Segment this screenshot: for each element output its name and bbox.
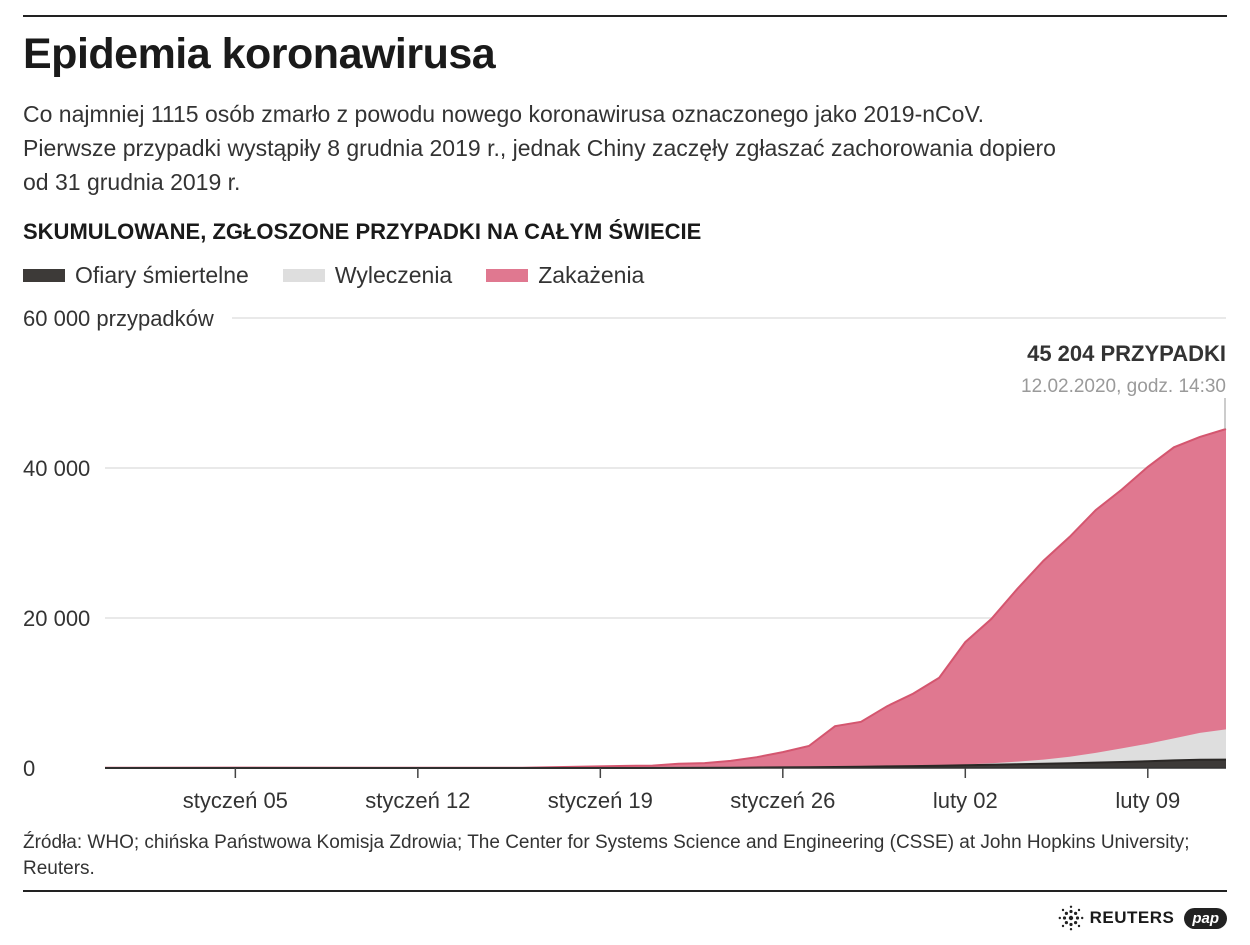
logos: REUTERS pap	[1058, 905, 1227, 931]
legend-label-infections: Zakażenia	[538, 262, 645, 288]
bottom-rule	[23, 890, 1227, 892]
y-tick-label: 40 000	[23, 456, 90, 481]
x-tick-label: styczeń 26	[730, 788, 835, 813]
area-chart: 0 20 000 40 000 60 000 przypadków styczeń 05…	[23, 306, 1227, 813]
subtitle: Co najmniej 1115 osób zmarło z powodu no…	[23, 97, 1223, 199]
legend-swatch-recoveries	[282, 269, 325, 282]
legend-swatch-infections	[486, 269, 529, 282]
subtitle-line: od 31 grudnia 2019 r.	[23, 169, 241, 195]
x-tick-label: styczeń 12	[365, 788, 470, 813]
top-rule	[23, 15, 1227, 17]
line-infections	[104, 428, 1227, 769]
subtitle-line: Co najmniej 1115 osób zmarło z powodu no…	[23, 101, 985, 127]
subtitle-line: Pierwsze przypadki wystąpiły 8 grudnia 2…	[23, 135, 1056, 161]
annotation-date-label: 12.02.2020, godz. 14:30	[1021, 376, 1226, 397]
x-tick-label: styczeń 19	[548, 788, 653, 813]
x-tick-label: luty 02	[933, 788, 998, 813]
page-title: Epidemia koronawirusa	[23, 30, 496, 78]
legend-item-recoveries: Wyleczenia	[282, 262, 453, 289]
pap-logo: pap	[1184, 907, 1227, 929]
y-tick-label: 20 000	[23, 606, 90, 631]
reuters-logo-text: REUTERS	[1089, 908, 1175, 927]
x-tick-label: luty 09	[1115, 788, 1180, 813]
legend-label-deaths: Ofiary śmiertelne	[75, 262, 249, 288]
reuters-logo-icon	[1058, 905, 1083, 931]
legend-item-deaths: Ofiary śmiertelne	[23, 262, 249, 289]
legend-item-infections: Zakażenia	[486, 262, 644, 289]
y-tick-label: 0	[23, 756, 35, 781]
y-tick-label: 60 000 przypadków	[23, 306, 214, 331]
chart-heading: SKUMULOWANE, ZGŁOSZONE PRZYPADKI NA CAŁY…	[23, 219, 702, 244]
annotation-value-label: 45 204 PRZYPADKI	[1027, 341, 1226, 366]
area-infections	[105, 429, 1226, 768]
legend: Ofiary śmiertelne Wyleczenia Zakażenia	[23, 262, 678, 289]
legend-swatch-deaths	[23, 269, 65, 282]
sources-note: Źródła: WHO; chińska Państwowa Komisja Z…	[23, 832, 1190, 879]
x-tick-label: styczeń 05	[183, 788, 288, 813]
legend-label-recoveries: Wyleczenia	[334, 262, 453, 288]
